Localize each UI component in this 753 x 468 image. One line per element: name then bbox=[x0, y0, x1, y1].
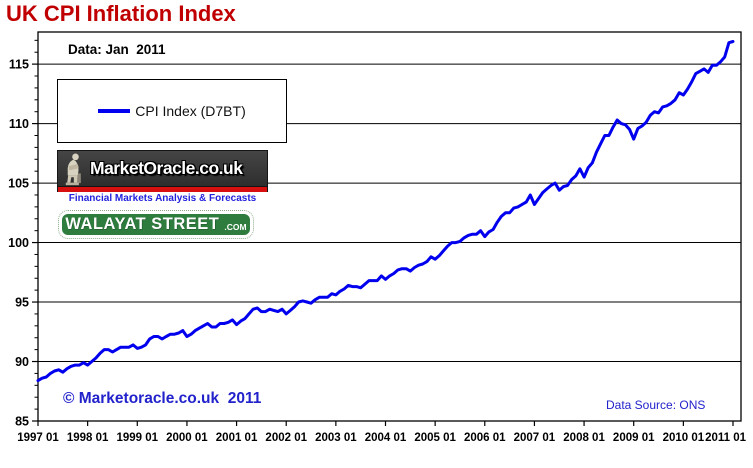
x-tick-label: 2003 01 bbox=[315, 432, 357, 444]
x-tick-label: 2011 01 bbox=[705, 432, 747, 444]
walayat-com-text: .COM bbox=[224, 221, 247, 232]
marketoracle-logo-text: MarketOracle.co.uk bbox=[90, 158, 243, 178]
y-tick-label: 100 bbox=[8, 236, 29, 250]
chart-title: UK CPI Inflation Index bbox=[6, 1, 236, 26]
marketoracle-logo: MarketOracle.co.uk Financial Markets Ana… bbox=[57, 150, 268, 206]
plot-border bbox=[37, 31, 742, 422]
x-tick-label: 1999 01 bbox=[116, 432, 158, 444]
logo-red-stripe bbox=[57, 187, 268, 192]
y-tick-label: 90 bbox=[15, 355, 29, 369]
x-tick-label: 2008 01 bbox=[563, 432, 605, 444]
x-tick-label: 2005 01 bbox=[414, 432, 456, 444]
reading-statue-icon bbox=[65, 153, 81, 186]
walayat-street-text: WALAYAT STREET bbox=[65, 215, 220, 233]
y-tick-label: 95 bbox=[15, 296, 29, 310]
legend-box: CPI Index (D7BT) bbox=[57, 79, 287, 143]
legend-line-swatch bbox=[98, 109, 131, 113]
data-date-label: Data: Jan 2011 bbox=[68, 42, 166, 57]
copyright-text: © Marketoracle.co.uk 2011 bbox=[63, 390, 262, 407]
legend-label: CPI Index (D7BT) bbox=[135, 103, 246, 119]
y-tick-label: 110 bbox=[9, 117, 29, 131]
x-tick-label: 2001 01 bbox=[216, 432, 258, 444]
x-tick-label: 2000 01 bbox=[166, 432, 208, 444]
x-tick-label: 2004 01 bbox=[365, 432, 407, 444]
x-tick-label: 2007 01 bbox=[514, 432, 556, 444]
y-tick-label: 115 bbox=[9, 58, 29, 72]
y-tick-label: 85 bbox=[15, 415, 29, 429]
x-tick-label: 2006 01 bbox=[464, 432, 506, 444]
y-tick-label: 105 bbox=[8, 177, 29, 191]
cpi-index-line bbox=[36, 40, 735, 383]
x-tick-label: 2010 01 bbox=[663, 432, 705, 444]
marketoracle-logo-band: MarketOracle.co.uk bbox=[57, 150, 268, 187]
data-source-text: Data Source: ONS bbox=[606, 398, 706, 412]
x-tick-label: 2002 01 bbox=[265, 432, 307, 444]
marketoracle-tagline: Financial Markets Analysis & Forecasts bbox=[57, 192, 268, 206]
x-tick-label: 1997 01 bbox=[17, 432, 59, 444]
x-tick-label: 2009 01 bbox=[613, 432, 655, 444]
walayat-street-sign: WALAYAT STREET .COM bbox=[58, 210, 254, 239]
x-tick-label: 1998 01 bbox=[67, 432, 109, 444]
